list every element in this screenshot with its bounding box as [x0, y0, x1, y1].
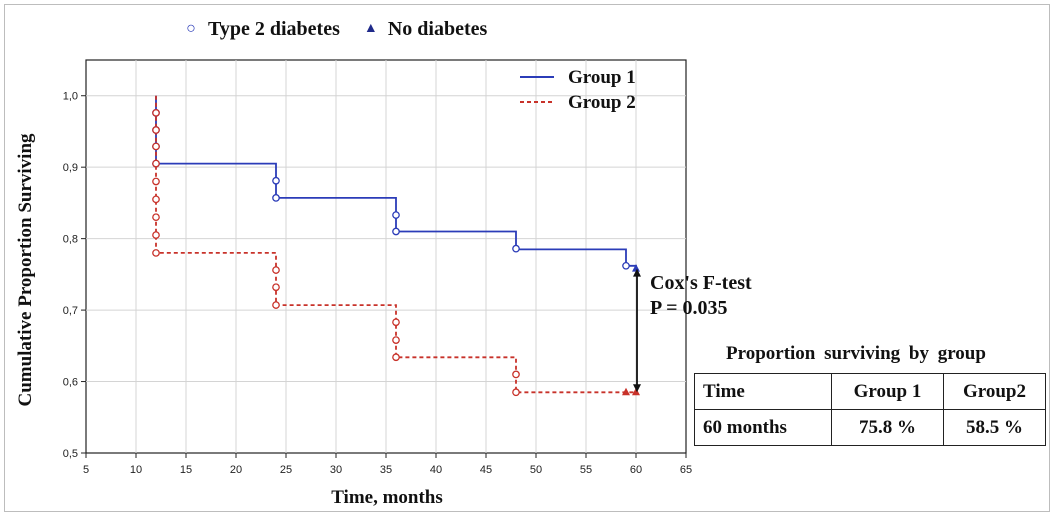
y-axis-title: Cumulative Proportion Surviving — [15, 133, 36, 407]
censor-circle-marker — [152, 126, 160, 134]
grid — [86, 60, 686, 453]
table-header-cell: Group2 — [943, 373, 1046, 410]
triangle-marker — [632, 264, 640, 272]
x-tick-label: 15 — [180, 464, 192, 476]
x-tick-label: 65 — [680, 464, 692, 476]
arrow-head-down-icon — [633, 384, 641, 393]
censor-circle-marker — [152, 109, 160, 117]
series-line-2 — [155, 95, 636, 394]
marker-legend: ○ Type 2 diabetes ▲ No diabetes — [182, 14, 501, 44]
markers — [152, 109, 640, 397]
legend-label-no-diabetes: No diabetes — [387, 17, 488, 40]
censor-circle-marker — [512, 370, 520, 379]
censor-circle-marker — [512, 244, 520, 253]
legend-item-no-diabetes: ▲ No diabetes — [362, 18, 487, 41]
x-axis-title: Time, months — [331, 487, 443, 508]
censor-circle-marker — [272, 194, 280, 202]
censor-circle-marker — [272, 283, 280, 292]
censor-circle-marker — [392, 353, 400, 362]
censor-circle-marker — [272, 176, 280, 185]
cox-test-label: Cox's F-test — [650, 272, 752, 294]
y-tick-label: 0,9 — [63, 162, 78, 174]
summary-table: Time Group 1 Group2 60 months 75.8 % 58.… — [694, 373, 1046, 446]
group-legend: Group 1 Group 2 — [520, 67, 636, 113]
table-row: 60 months 75.8 % 58.5 % — [694, 409, 1046, 446]
censor-circle-marker — [152, 177, 160, 186]
open-circle-icon: ○ — [186, 20, 196, 37]
arrow-head-up-icon — [633, 268, 641, 277]
x-tick-label: 50 — [530, 464, 542, 476]
censor-circle-marker — [152, 159, 160, 168]
y-tick-label: 0,7 — [63, 305, 78, 317]
triangle-marker — [622, 387, 630, 396]
summary-title: Proportion surviving by group — [726, 343, 986, 364]
censor-circle-marker — [272, 301, 280, 309]
x-tick-label: 55 — [580, 464, 592, 476]
x-tick-label: 20 — [230, 464, 242, 476]
censor-circle-marker — [392, 318, 400, 327]
censor-circle-marker — [392, 336, 400, 344]
x-tick-label: 25 — [280, 464, 292, 476]
table-header-cell: Group 1 — [831, 373, 944, 410]
legend-item-type2: ○ Type 2 diabetes — [182, 18, 340, 41]
y-tick-label: 0,5 — [63, 448, 78, 460]
group-legend-label: Group 1 — [568, 67, 636, 88]
x-tick-label: 35 — [380, 464, 392, 476]
censor-circle-marker — [152, 195, 160, 204]
y-tick-label: 0,6 — [63, 377, 78, 389]
axis-ticks: 5 10 15 20 25 30 35 40 45 50 55 60 65 0,5 0,6 0,7 0,8 0,9… — [63, 91, 692, 476]
x-tick-label: 60 — [630, 464, 642, 476]
comparison-arrow — [633, 268, 641, 393]
censor-circle-marker — [152, 231, 160, 239]
table-header-row: Time Group 1 Group2 — [694, 373, 1046, 410]
table-cell: 75.8 % — [831, 409, 944, 446]
y-tick-label: 0,8 — [63, 234, 78, 246]
censor-circle-marker — [392, 227, 400, 236]
x-tick-label: 5 — [83, 464, 89, 476]
censor-circle-marker — [152, 213, 160, 222]
table-cell: 58.5 % — [943, 409, 1046, 446]
censor-circle-marker — [272, 266, 280, 274]
legend-label-type2: Type 2 diabetes — [208, 17, 340, 40]
table-header-cell: Time — [694, 373, 832, 410]
censor-circle-marker — [622, 261, 630, 270]
censor-circle-marker — [392, 211, 400, 219]
censor-circle-marker — [152, 249, 160, 257]
y-tick-label: 1,0 — [63, 91, 78, 103]
table-cell: 60 months — [694, 409, 832, 446]
censor-circle-marker — [152, 142, 160, 151]
cox-test-annotation: Cox's F-test P = 0.035 — [650, 271, 752, 321]
p-value: P = 0.035 — [650, 297, 728, 319]
triangle-marker — [632, 387, 640, 396]
filled-triangle-icon: ▲ — [363, 21, 378, 36]
x-tick-label: 30 — [330, 464, 342, 476]
x-tick-label: 45 — [480, 464, 492, 476]
x-tick-label: 10 — [130, 464, 142, 476]
group-legend-label: Group 2 — [568, 92, 636, 113]
x-tick-label: 40 — [430, 464, 442, 476]
censor-circle-marker — [512, 388, 520, 397]
